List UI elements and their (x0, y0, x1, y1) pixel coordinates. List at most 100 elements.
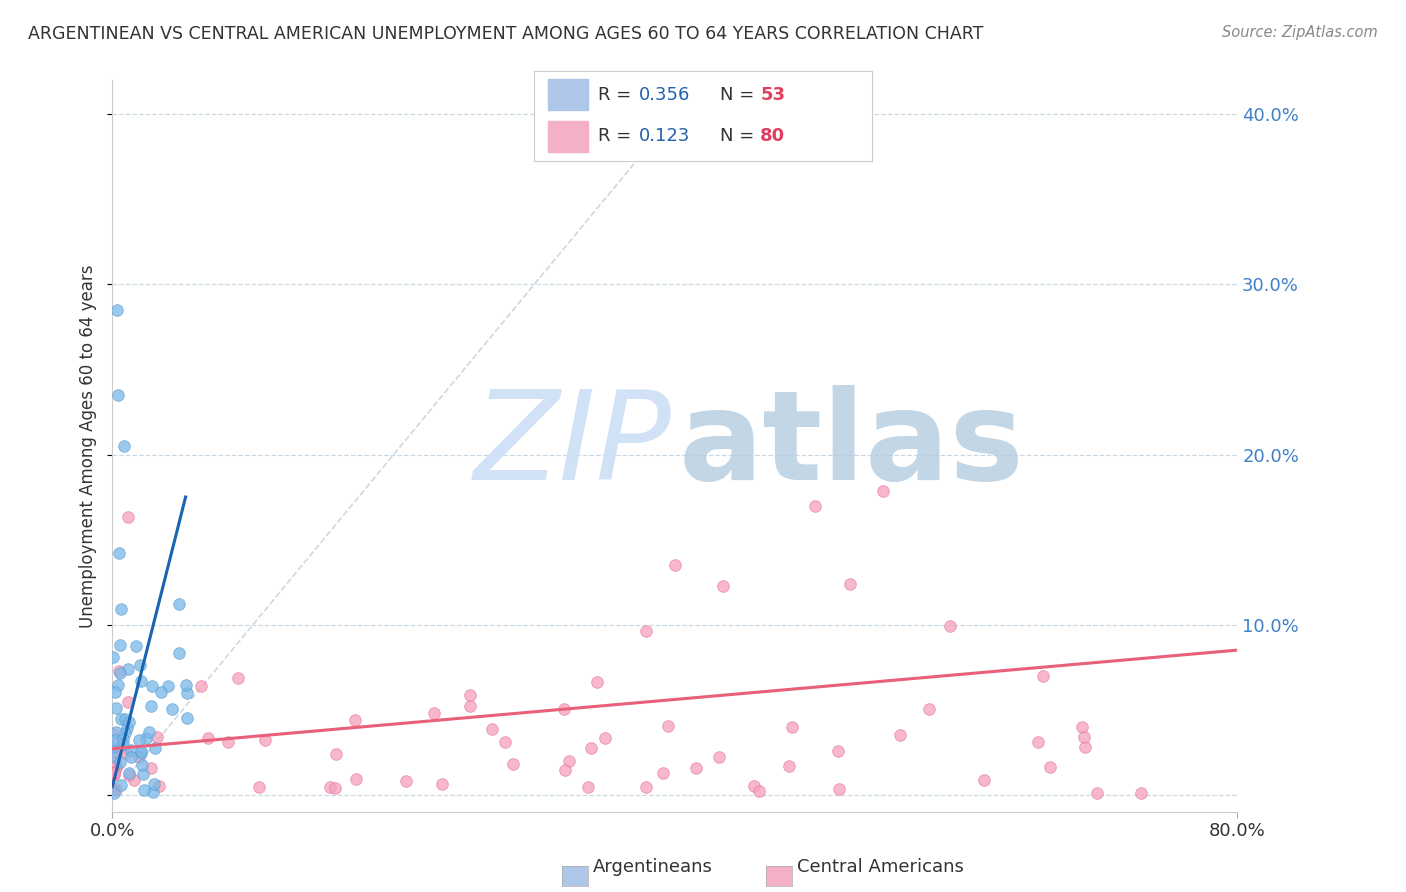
Point (325, 781, 347, 796)
Point (593, 731, 616, 746)
Point (148, 779, 170, 793)
Text: R =: R = (599, 128, 637, 145)
Point (104, 733, 127, 747)
Point (112, 738, 135, 752)
Point (1085, 785, 1108, 799)
Point (432, 777, 454, 791)
Point (145, 741, 167, 756)
Point (104, 757, 127, 772)
Point (685, 761, 707, 775)
Point (118, 768, 141, 782)
Point (138, 725, 160, 739)
Point (713, 579, 735, 593)
Point (118, 765, 141, 780)
Point (142, 785, 165, 799)
Point (481, 723, 503, 737)
Point (103, 744, 125, 758)
Text: 0.356: 0.356 (638, 86, 690, 103)
Point (104, 761, 127, 775)
Point (253, 733, 276, 747)
Text: Argentineans: Argentineans (593, 858, 713, 876)
Point (110, 755, 132, 769)
Point (1031, 669, 1053, 683)
Point (114, 712, 136, 726)
Point (636, 624, 658, 638)
Point (117, 695, 139, 709)
Point (828, 781, 851, 796)
Point (176, 686, 198, 700)
Point (117, 510, 139, 524)
Point (128, 658, 150, 673)
Point (129, 746, 152, 760)
Point (132, 782, 155, 797)
Text: N =: N = (720, 128, 759, 145)
Point (129, 744, 152, 758)
Point (104, 685, 127, 699)
Point (110, 638, 132, 652)
Point (103, 781, 125, 796)
Text: ARGENTINEAN VS CENTRAL AMERICAN UNEMPLOYMENT AMONG AGES 60 TO 64 YEARS CORRELATI: ARGENTINEAN VS CENTRAL AMERICAN UNEMPLOY… (28, 25, 983, 43)
Point (827, 744, 849, 758)
Point (395, 773, 418, 788)
Point (423, 706, 446, 721)
Point (105, 701, 128, 715)
Point (101, 766, 124, 780)
Point (780, 720, 803, 734)
Point (226, 671, 249, 685)
Point (114, 726, 136, 740)
Point (112, 439, 135, 453)
Point (135, 731, 157, 745)
Point (554, 763, 576, 777)
Text: R =: R = (599, 86, 637, 103)
Point (458, 688, 481, 702)
Point (156, 680, 179, 694)
FancyBboxPatch shape (548, 79, 588, 110)
Point (105, 725, 128, 739)
Point (553, 702, 575, 716)
Point (141, 679, 163, 693)
Point (110, 778, 132, 792)
Point (101, 727, 124, 741)
Point (652, 766, 675, 780)
Point (839, 577, 862, 591)
Point (167, 646, 190, 660)
Point (1073, 730, 1095, 744)
Point (918, 702, 941, 716)
Point (190, 679, 212, 693)
Point (585, 674, 607, 689)
Text: N =: N = (720, 86, 759, 103)
Point (110, 602, 132, 616)
Point (579, 740, 602, 755)
Point (115, 746, 138, 760)
Point (325, 747, 347, 762)
Point (117, 662, 139, 676)
Point (197, 731, 219, 745)
Point (344, 713, 367, 727)
Point (217, 734, 239, 748)
Point (748, 783, 770, 797)
Point (108, 666, 131, 681)
Point (167, 597, 190, 611)
Point (139, 699, 162, 714)
Point (344, 772, 367, 787)
Point (131, 767, 153, 781)
Point (101, 765, 124, 780)
Point (112, 741, 135, 756)
Point (103, 786, 125, 800)
Point (247, 780, 270, 795)
Point (107, 388, 129, 402)
Point (120, 749, 142, 764)
Point (872, 483, 894, 498)
Point (1070, 720, 1092, 734)
Point (129, 673, 152, 688)
Point (142, 777, 165, 791)
Point (128, 750, 150, 764)
Point (707, 749, 730, 764)
Point (657, 719, 679, 733)
Point (103, 765, 125, 780)
Point (108, 665, 131, 679)
Point (558, 754, 581, 768)
Point (108, 546, 131, 560)
Point (889, 729, 911, 743)
Point (664, 558, 686, 572)
